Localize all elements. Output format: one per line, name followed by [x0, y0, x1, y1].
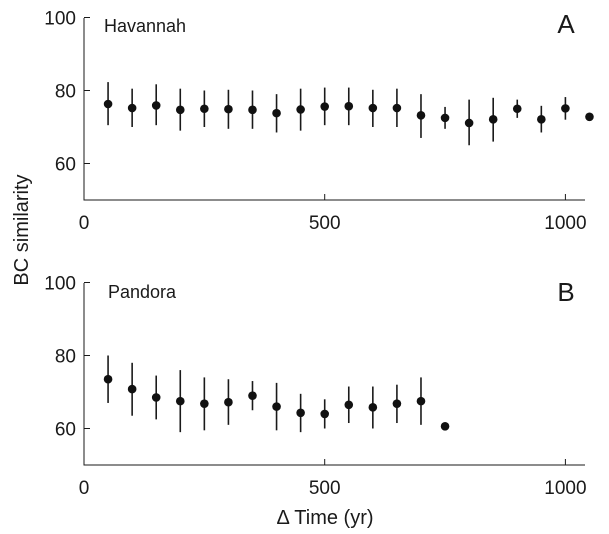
panel-a-data-point [296, 105, 305, 114]
panel-a-y-tick-label: 60 [55, 155, 76, 176]
panel-b-data-point [175, 396, 185, 406]
panel-b-data-point [272, 402, 281, 411]
panel-b-x-tick-label: 1000 [544, 478, 586, 499]
panel-b-data-point [151, 393, 161, 402]
panel-a-data-point [200, 104, 209, 114]
panel-a-x-tick-label: 1000 [544, 213, 586, 234]
panel-a-x-tick-label: 500 [309, 213, 341, 234]
panel-a-data-point [537, 115, 546, 124]
panel-a-data-point [151, 101, 161, 110]
panel-a-data-point [103, 99, 113, 109]
panel-b-y-tick-label: 60 [55, 420, 76, 441]
panel-b-data-point [392, 399, 402, 408]
panel-a-data-point [127, 103, 137, 113]
panel-b-data-point [440, 422, 450, 431]
panel-b-data-point [127, 384, 137, 394]
panel-a-data-point [585, 112, 594, 122]
panel-a-y-tick-label: 80 [55, 82, 76, 103]
panel-b-data-point [344, 400, 354, 410]
panel-b-data-point [296, 408, 305, 418]
panel-b-name: Pandora [108, 282, 177, 302]
panel-a-data-point [248, 105, 257, 115]
panel-a-data-point [440, 113, 450, 123]
panel-a-data-point [368, 103, 378, 113]
panel-b-x-tick-label: 500 [309, 478, 341, 499]
panel-b-data-point [416, 396, 426, 406]
panel-a-x-tick-label: 0 [79, 213, 90, 234]
panel-b-data-point [368, 403, 378, 412]
panel-a-data-point [392, 103, 402, 113]
panel-a-data-point [272, 108, 281, 118]
panel-b-y-tick-label: 80 [55, 347, 76, 368]
panel-a-data-point [512, 104, 522, 114]
panel-a-y-tick-label: 100 [44, 9, 76, 30]
panel-a-data-point [320, 102, 330, 111]
panel-a-data-point [416, 111, 426, 120]
panel-a-data-point [344, 101, 354, 111]
panel-a-name: Havannah [104, 16, 186, 36]
panel-b-data-point [248, 391, 257, 400]
x-axis-title: Δ Time (yr) [276, 507, 373, 529]
panel-b-data-point [224, 397, 233, 407]
panel-b-letter: B [557, 277, 574, 307]
y-axis-title: BC similarity [11, 174, 33, 285]
panel-a-data-point [488, 115, 498, 124]
panel-a-data-point [561, 104, 570, 113]
panel-b-axes [83, 283, 585, 466]
panel-a-data-point [224, 104, 233, 114]
panel-b-data-point [200, 399, 209, 408]
panel-a-data-point [464, 118, 474, 128]
panel-a-data-point [175, 105, 185, 115]
panel-b-data-point [320, 409, 330, 419]
panel-b-data-point [103, 374, 113, 384]
panel-b-y-tick-label: 100 [44, 274, 76, 295]
panel-a-axes [83, 18, 585, 201]
panel-a-letter: A [557, 9, 575, 39]
panel-b-x-tick-label: 0 [79, 478, 90, 499]
